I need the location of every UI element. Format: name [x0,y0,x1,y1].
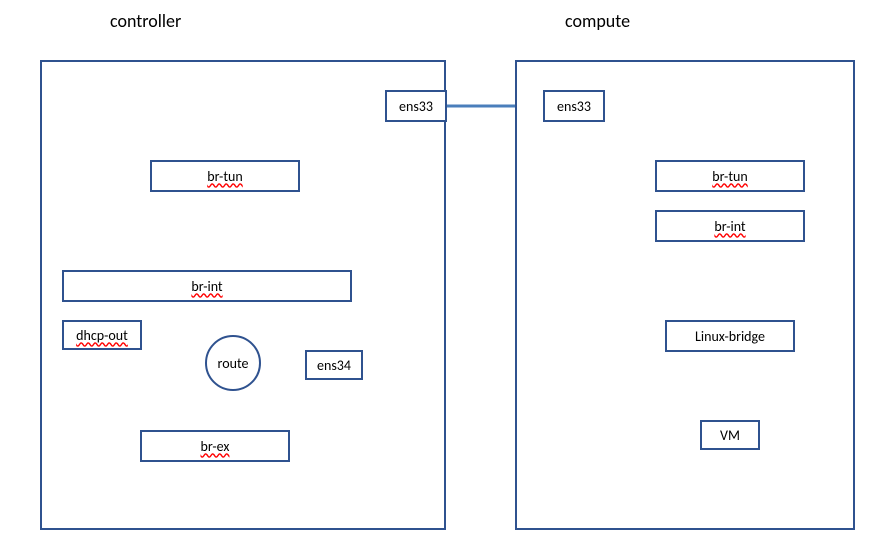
node-label-p_ens33: ens33 [557,98,591,115]
node-label-p_brint: br-int [714,218,745,235]
node-label-c_ens33: ens33 [399,98,433,115]
node-label-c_dhcp: dhcp-out [76,327,128,344]
node-c_brex: br-ex [140,430,290,462]
node-label-c_brtun: br-tun [207,168,243,185]
node-label-p_vm: VM [720,427,740,444]
node-c_dhcp: dhcp-out [62,320,142,350]
node-p_vm: VM [700,420,760,450]
controller-title: controller [110,10,181,32]
node-p_brint: br-int [655,210,805,242]
node-c_route: route [205,335,261,391]
node-label-p_brtun: br-tun [712,168,748,185]
node-label-c_brex: br-ex [201,438,230,455]
node-label-p_lb: Linux-bridge [695,328,765,345]
node-label-c_ens34: ens34 [317,357,351,374]
node-p_ens33: ens33 [543,90,605,122]
compute-title: compute [565,10,630,32]
node-label-c_route: route [218,355,249,372]
node-label-c_brint: br-int [191,278,222,295]
compute-container [515,60,855,530]
node-c_ens33: ens33 [385,90,447,122]
node-p_lb: Linux-bridge [665,320,795,352]
node-c_ens34: ens34 [305,350,363,380]
node-c_brint: br-int [62,270,352,302]
node-p_brtun: br-tun [655,160,805,192]
node-c_brtun: br-tun [150,160,300,192]
